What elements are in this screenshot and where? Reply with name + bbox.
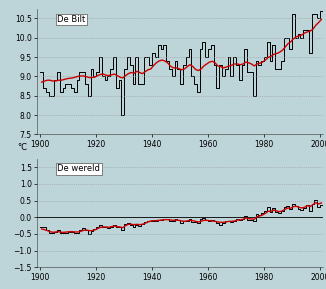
Text: De Bilt: De Bilt	[57, 15, 86, 24]
Text: °C: °C	[18, 143, 27, 152]
Text: °C: °C	[18, 0, 27, 1]
Text: De wereld: De wereld	[57, 164, 100, 173]
